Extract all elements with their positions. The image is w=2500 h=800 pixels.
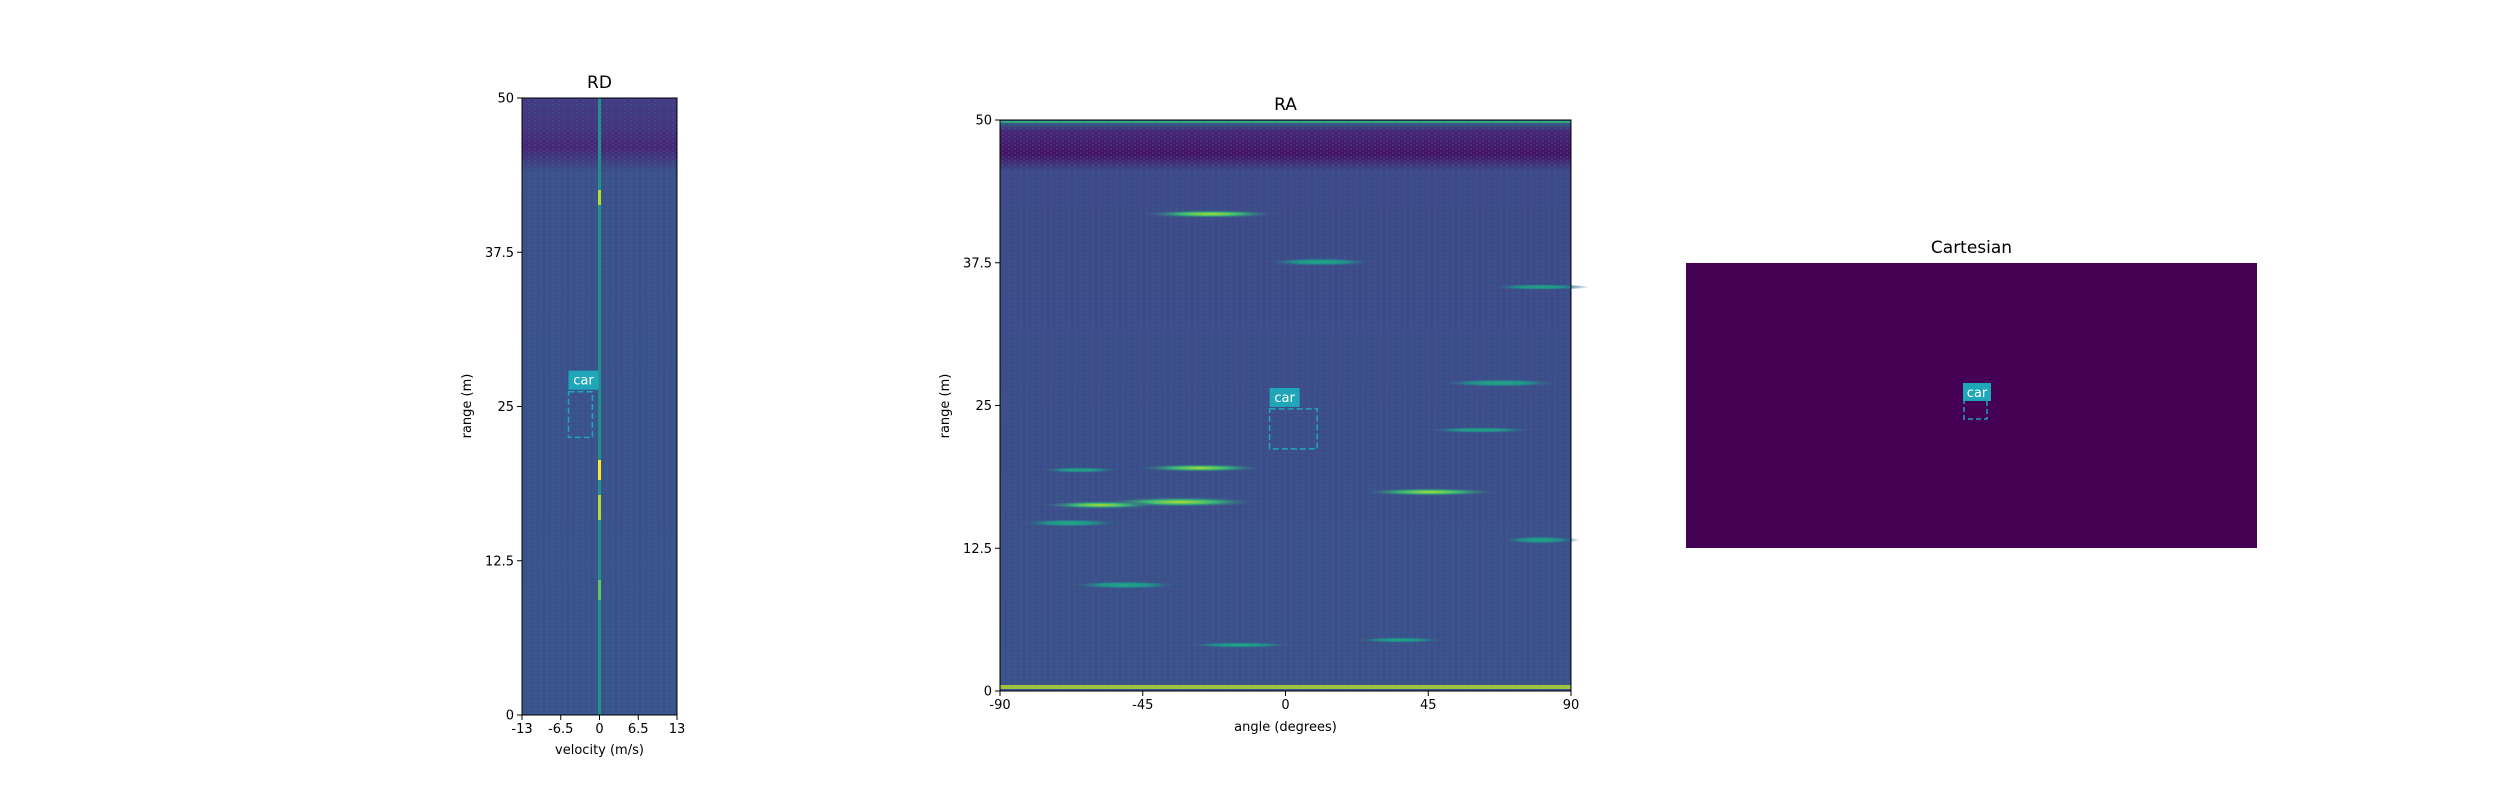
rd-xtick-label: 13 bbox=[669, 722, 686, 737]
rd-panel: RD range (m) velocity (m/s) -13 -6.5 0 6.5 1… bbox=[460, 73, 685, 758]
rd-xtick-label: 0 bbox=[595, 722, 603, 737]
rd-xtick-label: 6.5 bbox=[628, 722, 649, 737]
ra-ytick-label: 0 bbox=[984, 685, 992, 700]
ra-xtick-label: 45 bbox=[1420, 698, 1437, 713]
ra-xtick-label: 90 bbox=[1563, 698, 1580, 713]
rd-annotations: car bbox=[567, 370, 599, 439]
ra-xticks: -90 -45 0 45 90 bbox=[989, 691, 1579, 713]
ra-ytick-label: 12.5 bbox=[963, 542, 992, 557]
ra-ylabel: range (m) bbox=[938, 374, 953, 439]
ra-xtick-label: 0 bbox=[1281, 698, 1289, 713]
ra-car-label-bg bbox=[1269, 387, 1300, 407]
rd-car-label-bg bbox=[568, 370, 599, 390]
cartesian-car-label: car bbox=[1967, 386, 1988, 401]
ra-car-box bbox=[1268, 408, 1318, 450]
cartesian-panel: Cartesian car bbox=[1686, 238, 2257, 548]
ra-reflections bbox=[1000, 121, 1590, 689]
ra-yticks: 0 12.5 25 37.5 50 bbox=[963, 114, 1000, 700]
rd-xtick-label: -6.5 bbox=[548, 722, 573, 737]
ra-car-label: car bbox=[1274, 391, 1295, 406]
cartesian-car-label-bg bbox=[1963, 383, 1991, 401]
rd-ylabel: range (m) bbox=[460, 374, 475, 439]
ra-ytick-label: 25 bbox=[975, 399, 992, 414]
cartesian-heatmap bbox=[1686, 263, 2257, 548]
rd-xticks: -13 -6.5 0 6.5 13 bbox=[511, 715, 685, 737]
ra-xtick-label: -90 bbox=[989, 698, 1010, 713]
ra-xtick-label: -45 bbox=[1132, 698, 1153, 713]
cartesian-title: Cartesian bbox=[1931, 238, 2012, 258]
rd-ytick-label: 50 bbox=[497, 92, 514, 107]
ra-ytick-label: 50 bbox=[975, 114, 992, 129]
rd-ytick-label: 0 bbox=[506, 709, 514, 724]
rd-ytick-label: 25 bbox=[497, 400, 514, 415]
ra-ytick-label: 37.5 bbox=[963, 256, 992, 271]
ra-annotations: car bbox=[1268, 387, 1318, 450]
rd-car-box bbox=[567, 390, 594, 439]
rd-ytick-label: 37.5 bbox=[485, 246, 514, 261]
rd-car-label: car bbox=[573, 374, 594, 389]
ra-panel: RA range (m) angle (degrees) -90 -45 0 45 90… bbox=[938, 95, 1590, 735]
ra-xlabel: angle (degrees) bbox=[1234, 720, 1337, 735]
rd-title: RD bbox=[587, 73, 612, 93]
cartesian-annotation: car bbox=[1963, 383, 1991, 420]
rd-ytick-label: 12.5 bbox=[485, 554, 514, 569]
rd-yticks: 0 12.5 25 37.5 50 bbox=[485, 92, 522, 724]
rd-xtick-label: -13 bbox=[511, 722, 532, 737]
ra-title: RA bbox=[1274, 95, 1297, 115]
rd-xlabel: velocity (m/s) bbox=[555, 743, 644, 758]
